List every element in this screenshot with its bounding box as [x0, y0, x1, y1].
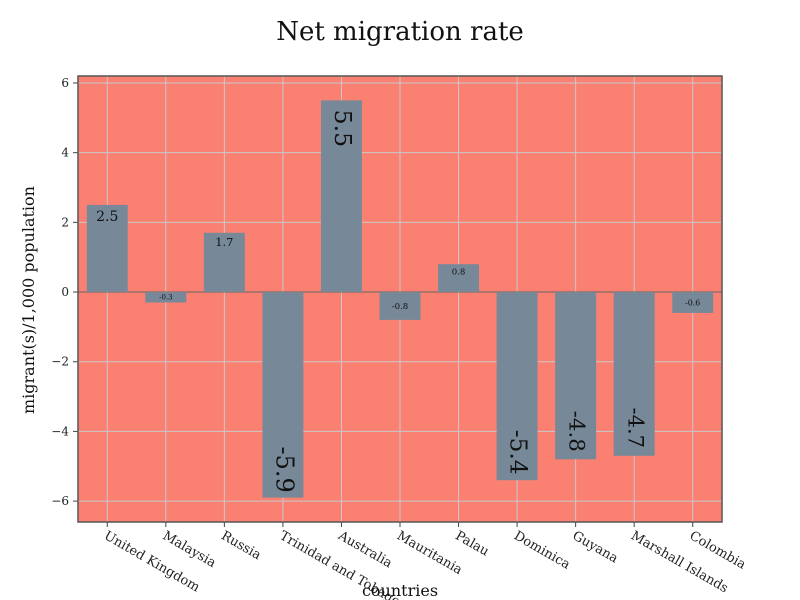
y-tick-label: 4: [61, 146, 69, 160]
bar: [203, 232, 245, 293]
x-tick-label: Palau: [453, 528, 492, 559]
bar: [438, 264, 480, 293]
x-tick-label: United Kingdom: [101, 528, 202, 595]
y-tick-label: 6: [61, 76, 69, 90]
bar: [672, 292, 714, 313]
bar: [86, 204, 128, 293]
bars: [86, 100, 714, 498]
bar: [379, 292, 421, 320]
data-label: 2.5: [96, 209, 118, 225]
chart-title: Net migration rate: [276, 17, 524, 47]
x-tick-label: Dominica: [511, 528, 573, 572]
data-label: -0.8: [392, 302, 408, 312]
y-tick-label: 2: [61, 215, 69, 229]
bar: [555, 292, 597, 460]
y-axis-ticks: −6 −4 −2 0 2 4 6: [51, 76, 78, 508]
data-label: 0.8: [452, 268, 466, 278]
y-tick-label: 0: [61, 285, 69, 299]
plot-frame: [77, 75, 723, 523]
data-label: -0.6: [685, 298, 700, 307]
data-label: -5.4: [505, 430, 532, 475]
x-tick-label: Mauritania: [394, 528, 465, 578]
y-axis-label: migrant(s)/1,000 population: [19, 186, 38, 414]
data-label: -4.7: [624, 408, 649, 449]
y-tick-label: −4: [51, 424, 69, 438]
bar: [262, 292, 304, 498]
data-label: -4.8: [564, 411, 589, 452]
data-label: 1.7: [215, 235, 233, 249]
x-tick-label: Guyana: [570, 528, 621, 566]
data-labels: 2.5 -0.3 1.7 -5.9 5.5 -0.8 0.8 -5.4 -4.8 -4.7 -0.6: [96, 110, 700, 493]
bar: [613, 292, 655, 456]
y-tick-label: −2: [51, 355, 69, 369]
data-label: -0.3: [159, 294, 172, 302]
data-label: -5.9: [270, 446, 298, 492]
x-axis-label: countries: [362, 581, 438, 600]
bar: [145, 292, 187, 303]
data-label: 5.5: [329, 110, 357, 148]
bar: [496, 292, 538, 481]
y-tick-label: −6: [51, 494, 69, 508]
x-tick-label: Marshall Islands: [628, 528, 730, 596]
x-tick-label: Russia: [218, 528, 263, 563]
bar: [320, 100, 362, 293]
